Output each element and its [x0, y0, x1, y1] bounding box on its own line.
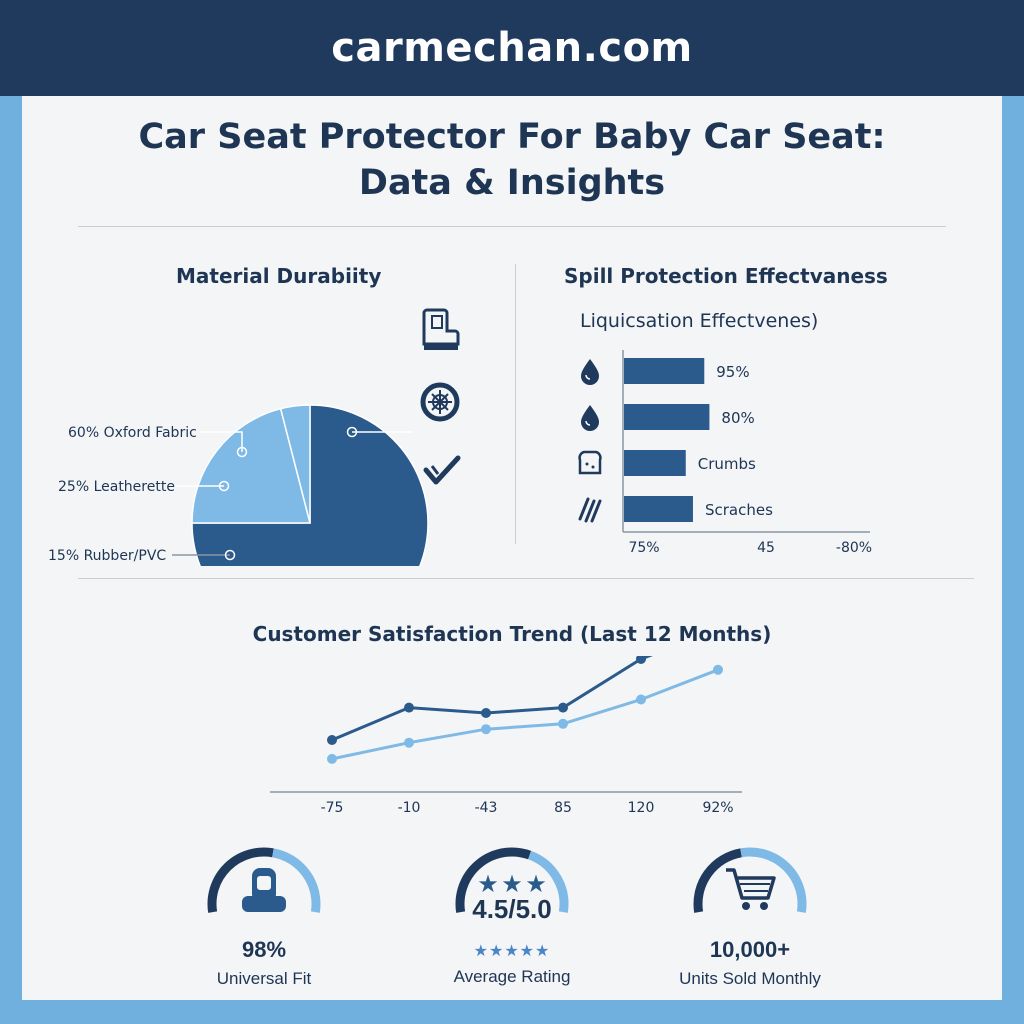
stars-icon: ★ ★ ★ [477, 870, 547, 898]
stat-gauge [693, 847, 807, 913]
gauge-fill [207, 847, 274, 913]
tire-icon [420, 382, 460, 422]
pie-leader-dot [346, 426, 358, 438]
line-x-tick: -10 [398, 800, 421, 816]
page-title-line-1: Car Seat Protector For Baby Car Seat: [138, 117, 886, 157]
bar-x-tick: 75% [628, 540, 659, 556]
scratch-icon [578, 497, 602, 523]
car-seat-icon [242, 868, 286, 912]
bar-category-label: Scraches [705, 501, 773, 519]
gauge-track [740, 847, 807, 913]
rating-stars-icon: ★★★★★ [473, 943, 551, 960]
pie-title: Material Durabiity [176, 264, 382, 288]
pie-label: 60% Oxford Fabric [68, 425, 197, 441]
svg-text:★: ★ [477, 870, 499, 898]
bar-chart: 95% 80% Crumbs Scraches 75% 45 -80% [578, 350, 872, 556]
line-point [481, 724, 491, 735]
pie-leader-dot [224, 549, 236, 561]
water-drop-icon [581, 405, 599, 431]
page-title-line-2: Data & Insights [358, 163, 666, 203]
gauge-track [271, 848, 321, 913]
bar-mark [624, 404, 710, 430]
line-x-tick: 85 [554, 800, 572, 816]
bar-x-tick: 45 [757, 540, 775, 556]
stat-value: 98% [241, 937, 287, 962]
line-title: Customer Satisfaction Trend (Last 12 Mon… [252, 622, 772, 646]
water-drop-icon [581, 359, 599, 385]
svg-text:★: ★ [525, 870, 547, 898]
bar-mark [624, 358, 705, 384]
title-divider [78, 226, 946, 227]
bar-x-tick: -80% [836, 540, 872, 556]
bar-category-label: 80% [721, 409, 754, 427]
line-point [481, 708, 491, 718]
page-title: Car Seat Protector For Baby Car Seat: Da… [22, 114, 1002, 206]
stat-gauge: ★ ★ ★ [455, 847, 569, 913]
checkmark-icon [423, 455, 461, 485]
pie-label: 15% Rubber/PVC [48, 548, 166, 564]
bar-category-label: Crumbs [698, 455, 756, 473]
svg-text:★: ★ [501, 870, 523, 898]
bar-mark [624, 450, 686, 476]
site-name[interactable]: carmechan.com [331, 25, 693, 71]
gauge-fill [693, 848, 743, 913]
line-x-tick: 120 [628, 800, 655, 816]
line-point [404, 737, 414, 748]
pie-label: 25% Leatherette [58, 479, 175, 495]
gauge-track [527, 850, 569, 913]
bar-mark [624, 496, 693, 522]
line-chart: -75 -10 -43 85 120 92% [270, 656, 742, 816]
bar-subtitle: Liquicsation Effectvenes) [580, 310, 819, 332]
line-point [558, 718, 568, 729]
car-seat-icon [422, 308, 460, 350]
pie-slice [191, 407, 311, 524]
bar-category-label: 95% [716, 363, 749, 381]
stat-label: Average Rating [453, 967, 571, 986]
pie-leader-line [200, 431, 243, 452]
line-x-tick: 92% [702, 800, 733, 816]
stat-label: Units Sold Monthly [679, 969, 821, 988]
line-series [331, 668, 719, 761]
line-point [636, 656, 646, 664]
bread-icon [578, 450, 602, 475]
pie-slice [279, 404, 311, 524]
stat-gauge [207, 847, 321, 913]
pie-chart: 60% Oxford Fabric 25% Leatherette 15% Rubb… [48, 308, 461, 566]
stat-label: Universal Fit [216, 969, 312, 988]
line-point [558, 702, 568, 713]
stat-card: 98% Universal Fit [164, 842, 364, 989]
line-point [327, 753, 337, 764]
stat-value: 10,000+ [709, 937, 791, 962]
infographic-card: Car Seat Protector For Baby Car Seat: Da… [22, 96, 1002, 1000]
gauge-fill [455, 847, 532, 913]
line-x-tick: -43 [475, 800, 498, 816]
line-series [331, 656, 653, 742]
stat-card: 10,000+ Units Sold Monthly [650, 842, 850, 989]
line-point [713, 664, 723, 675]
header-bar: carmechan.com [0, 0, 1024, 96]
pie-leader-dot [218, 480, 230, 492]
line-point [636, 694, 646, 705]
line-x-tick: -75 [321, 800, 344, 816]
section-divider [515, 264, 516, 544]
line-point [327, 735, 337, 745]
stat-card: ★ ★ ★ 4.5/5.0 ★★★★★ Average Rating [412, 842, 612, 987]
line-point [404, 702, 414, 713]
mid-divider [78, 578, 974, 579]
shopping-cart-icon [726, 868, 776, 910]
bar-title: Spill Protection Effectvaness [564, 264, 888, 288]
pie-leader-dot [236, 446, 248, 458]
stat-value: 4.5/5.0 [472, 894, 552, 924]
